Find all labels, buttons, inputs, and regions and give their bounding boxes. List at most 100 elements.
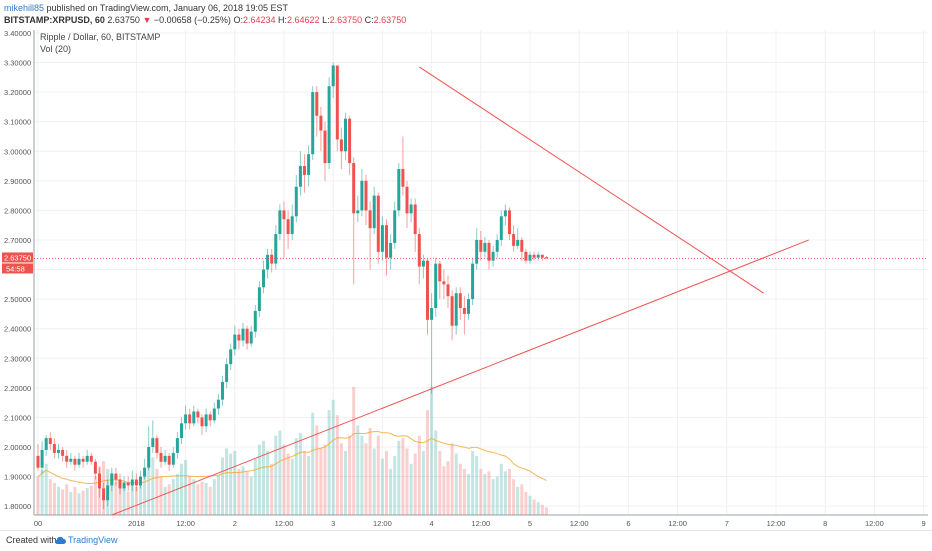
candle-body — [348, 118, 352, 164]
candle-body — [81, 458, 85, 462]
volume-bar — [77, 493, 81, 515]
volume-bar — [413, 453, 417, 515]
candle-body — [311, 92, 315, 155]
high-label: H: — [278, 15, 288, 25]
volume-bar — [467, 474, 470, 515]
volume-bar — [122, 488, 126, 515]
trendline-resistance — [419, 66, 764, 294]
candle-body — [417, 234, 421, 267]
author-link[interactable]: mikehill85 — [4, 3, 45, 13]
candle-body — [249, 331, 253, 344]
volume-bar — [532, 499, 536, 515]
candle-body — [266, 254, 270, 270]
time-tick-label: 2018 — [128, 519, 145, 528]
footer-bar: Created with TradingView — [0, 530, 932, 551]
time-tick-label: 5 — [528, 519, 532, 528]
volume-bar — [323, 444, 327, 515]
candle-body — [344, 118, 347, 152]
open-label: O: — [233, 15, 243, 25]
candle-body — [458, 293, 462, 308]
volume-bar — [544, 507, 548, 515]
volume-bar — [262, 440, 265, 515]
created-with-label: Created with — [6, 535, 57, 545]
trendlines[interactable] — [111, 66, 809, 516]
candle-body — [61, 449, 65, 456]
candle-body — [262, 269, 265, 288]
volume-bar — [257, 444, 261, 515]
published-text: published on TradingView.com, January 06… — [46, 3, 289, 13]
volume-bar — [118, 484, 122, 515]
volume-bar — [130, 484, 134, 515]
candle-body — [188, 414, 192, 424]
volume-bar — [139, 483, 142, 515]
candle-body — [356, 210, 360, 214]
candle-body — [307, 154, 311, 175]
candle-body — [475, 239, 479, 264]
candle-body — [77, 458, 81, 465]
volume-bar — [171, 479, 175, 515]
candle-body — [294, 186, 298, 217]
volume-bar — [294, 438, 298, 515]
volume-bar — [188, 476, 192, 515]
time-axis[interactable]: 00 2018 12:00 2 12:00 3 12:00 4 12:00 5 12:00 6 12:0… — [34, 514, 932, 528]
candlesticks — [36, 62, 548, 510]
candle-body — [298, 166, 302, 187]
volume-bar — [167, 484, 171, 515]
candle-body — [495, 239, 499, 252]
candle-body — [385, 225, 388, 258]
volume-bar — [229, 453, 233, 515]
low-value: 2.63750 — [329, 15, 363, 25]
volume-bar — [81, 490, 85, 515]
volume-bar — [73, 486, 77, 515]
volume-bar — [479, 468, 483, 515]
candle-body — [118, 479, 122, 489]
candle-body — [467, 299, 470, 314]
volume-bar — [368, 427, 372, 515]
time-tick-label: 12:00 — [373, 519, 392, 528]
volume-bar — [266, 451, 270, 515]
volume-bar — [134, 486, 138, 515]
candle-body — [212, 408, 216, 421]
time-tick-label: 7 — [725, 519, 729, 528]
candle-body — [274, 234, 278, 264]
volume-bar — [360, 435, 364, 515]
candle-body — [102, 488, 106, 501]
candle-body — [225, 364, 229, 382]
candle-body — [48, 438, 52, 445]
candle-body — [450, 296, 454, 326]
volume-bar — [397, 440, 401, 515]
candle-body — [69, 458, 73, 462]
candle-body — [323, 130, 327, 164]
candle-body — [139, 476, 142, 486]
volume-bar — [303, 451, 306, 515]
volume-bar — [487, 471, 491, 515]
price-tick-label: 3.00000 — [4, 147, 31, 156]
candle-body — [454, 293, 458, 326]
candle-body — [471, 263, 475, 300]
volume-bar — [327, 410, 331, 515]
volume-bar — [344, 451, 347, 515]
volume-bar — [69, 491, 73, 515]
volume-bar — [483, 474, 487, 515]
candle-body — [372, 195, 376, 229]
volume-bar — [249, 476, 253, 515]
volume-bar — [331, 399, 335, 515]
tradingview-cloud-icon[interactable] — [54, 536, 66, 545]
volume-bar — [393, 456, 397, 515]
candle-body — [93, 461, 97, 474]
volume-bar — [204, 483, 208, 515]
price-tick-label: 2.70000 — [4, 236, 31, 245]
time-tick-label: 4 — [430, 519, 434, 528]
candle-body — [421, 260, 425, 267]
candle-body — [175, 438, 179, 453]
volume-bar — [286, 453, 290, 515]
candle-body — [196, 411, 200, 418]
volume-bar — [48, 479, 52, 515]
tradingview-link[interactable]: TradingView — [68, 535, 118, 545]
volume-bar — [155, 468, 159, 515]
candle-body — [426, 260, 429, 320]
candle-body — [98, 473, 101, 489]
volume-bar — [508, 468, 511, 515]
price-chart[interactable]: 1.80000 1.90000 2.00000 2.10000 2.20000 2.300… — [0, 28, 932, 530]
price-change: −0.00658 (−0.25%) — [153, 15, 231, 25]
